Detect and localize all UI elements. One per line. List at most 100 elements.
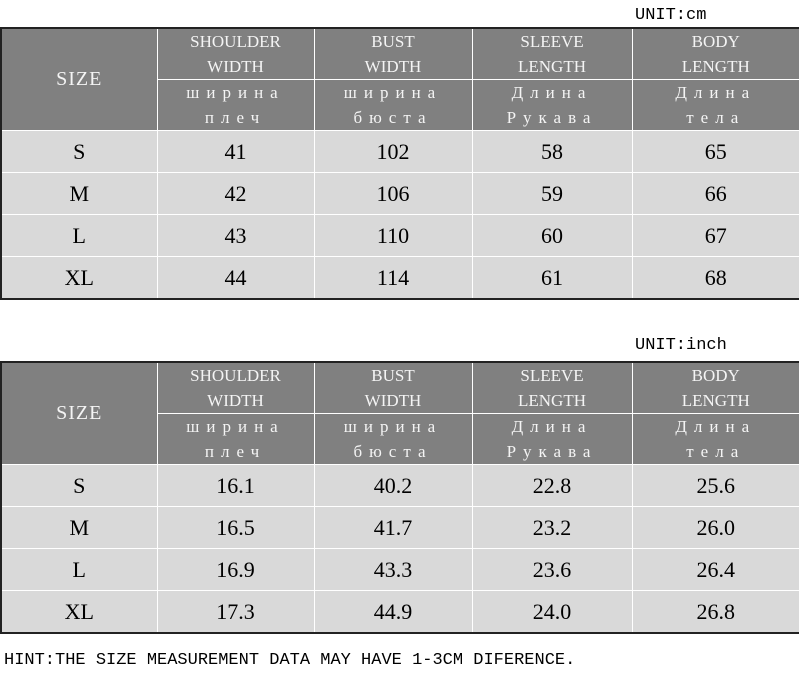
column-header-en: BUST WIDTH [313, 361, 473, 414]
column-header-ru: Длина тела [631, 413, 799, 465]
header-line: тела [686, 442, 746, 461]
table-row: M 42 106 59 66 [0, 172, 799, 215]
value-cell: 16.1 [156, 464, 315, 507]
value-cell: 26.4 [631, 548, 799, 591]
column-header-en: BODY LENGTH [631, 361, 799, 414]
hint-text: HINT:THE SIZE MEASUREMENT DATA MAY HAVE … [4, 651, 576, 670]
header-line: WIDTH [207, 57, 264, 76]
header-line: WIDTH [364, 391, 422, 410]
value-cell: 59 [471, 172, 633, 215]
column-header-ru: Длина тела [631, 79, 799, 131]
column-header-en: SHOULDER WIDTH [156, 27, 315, 80]
column-header-ru: ширина бюста [313, 413, 473, 465]
column-header-en: SLEEVE LENGTH [471, 27, 633, 80]
size-cell: L [0, 214, 158, 257]
size-table-inch: SIZE SHOULDER WIDTH BUST WIDTH SLEEVE LENGTH BO… [0, 361, 799, 634]
table-row: L 16.9 43.3 23.6 26.4 [0, 548, 799, 591]
table-row: XL 17.3 44.9 24.0 26.8 [0, 590, 799, 634]
value-cell: 61 [471, 256, 633, 300]
header-line: SLEEVE [520, 32, 584, 51]
value-cell: 58 [471, 130, 633, 173]
header-line: WIDTH [207, 391, 264, 410]
value-cell: 24.0 [471, 590, 633, 634]
header-line: LENGTH [518, 57, 586, 76]
header-line: LENGTH [681, 391, 750, 410]
header-line: BODY [691, 32, 740, 51]
column-header-en: SLEEVE LENGTH [471, 361, 633, 414]
header-line: Длина [675, 417, 757, 436]
unit-label-cm: UNIT:cm [635, 6, 707, 25]
header-line: LENGTH [681, 57, 750, 76]
header-line: ширина [186, 417, 285, 436]
value-cell: 44.9 [313, 590, 473, 634]
value-cell: 16.9 [156, 548, 315, 591]
value-cell: 17.3 [156, 590, 315, 634]
value-cell: 102 [313, 130, 473, 173]
column-header-ru: ширина бюста [313, 79, 473, 131]
header-line: BUST [371, 366, 415, 385]
column-header-en: BUST WIDTH [313, 27, 473, 80]
size-cell: XL [0, 590, 158, 634]
header-line: SHOULDER [190, 32, 281, 51]
value-cell: 16.5 [156, 506, 315, 549]
header-line: Длина [675, 83, 757, 102]
value-cell: 26.0 [631, 506, 799, 549]
header-line: бюста [353, 442, 433, 461]
table-row: L 43 110 60 67 [0, 214, 799, 257]
header-line: WIDTH [364, 57, 422, 76]
size-cell: M [0, 172, 158, 215]
column-header-ru: Длина Рукава [471, 413, 633, 465]
value-cell: 110 [313, 214, 473, 257]
column-header-ru: ширина плеч [156, 413, 315, 465]
unit-label-inch: UNIT:inch [635, 336, 727, 355]
header-line: Рукава [506, 442, 598, 461]
value-cell: 44 [156, 256, 315, 300]
column-header-ru: ширина плеч [156, 79, 315, 131]
header-line: тела [686, 108, 746, 127]
size-cell: L [0, 548, 158, 591]
value-cell: 40.2 [313, 464, 473, 507]
size-cell: M [0, 506, 158, 549]
column-header-en: SHOULDER WIDTH [156, 361, 315, 414]
value-cell: 42 [156, 172, 315, 215]
value-cell: 26.8 [631, 590, 799, 634]
size-cell: S [0, 464, 158, 507]
size-cell: XL [0, 256, 158, 300]
value-cell: 65 [631, 130, 799, 173]
table-row: S 16.1 40.2 22.8 25.6 [0, 464, 799, 507]
size-table-cm: SIZE SHOULDER WIDTH BUST WIDTH SLEEVE LENGTH BO… [0, 27, 799, 300]
header-line: Длина [511, 417, 593, 436]
value-cell: 68 [631, 256, 799, 300]
size-cell: S [0, 130, 158, 173]
header-line: BODY [691, 366, 740, 385]
value-cell: 106 [313, 172, 473, 215]
header-line: плеч [204, 108, 267, 127]
size-header: SIZE [0, 27, 158, 131]
value-cell: 23.2 [471, 506, 633, 549]
value-cell: 23.6 [471, 548, 633, 591]
size-header: SIZE [0, 361, 158, 465]
value-cell: 22.8 [471, 464, 633, 507]
value-cell: 25.6 [631, 464, 799, 507]
header-line: бюста [353, 108, 433, 127]
value-cell: 41 [156, 130, 315, 173]
header-line: ширина [186, 83, 285, 102]
header-line: LENGTH [518, 391, 586, 410]
value-cell: 41.7 [313, 506, 473, 549]
table-row: M 16.5 41.7 23.2 26.0 [0, 506, 799, 549]
header-line: SLEEVE [520, 366, 584, 385]
table-row: XL 44 114 61 68 [0, 256, 799, 300]
header-line: ширина [343, 417, 443, 436]
header-line: ширина [343, 83, 443, 102]
header-line: плеч [204, 442, 267, 461]
header-line: BUST [371, 32, 415, 51]
value-cell: 60 [471, 214, 633, 257]
header-line: SHOULDER [190, 366, 281, 385]
column-header-ru: Длина Рукава [471, 79, 633, 131]
header-line: Рукава [506, 108, 598, 127]
value-cell: 43.3 [313, 548, 473, 591]
table-row: S 41 102 58 65 [0, 130, 799, 173]
value-cell: 66 [631, 172, 799, 215]
value-cell: 67 [631, 214, 799, 257]
value-cell: 43 [156, 214, 315, 257]
